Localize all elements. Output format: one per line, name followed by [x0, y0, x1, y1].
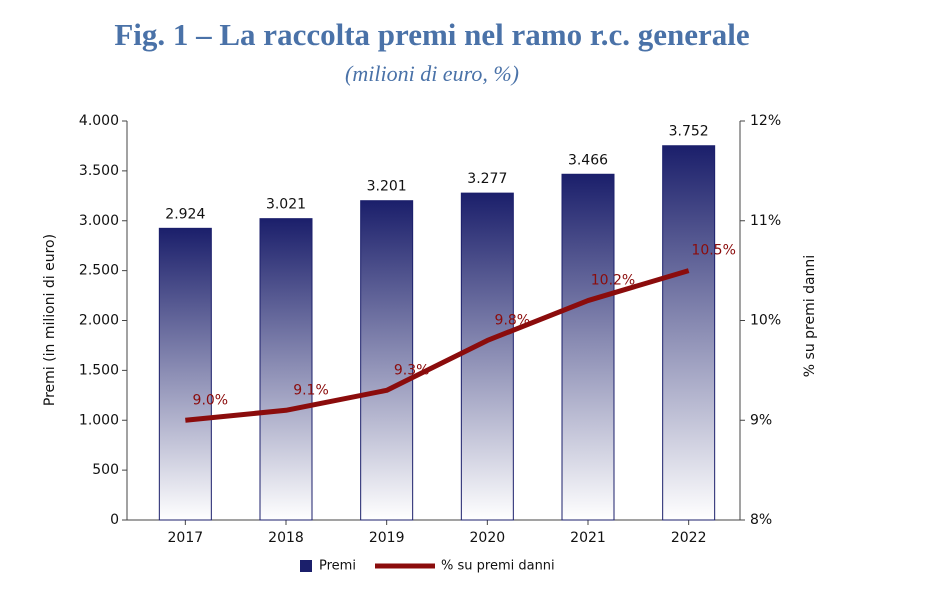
x-tick-label: 2017 — [168, 530, 204, 546]
bar — [158, 227, 212, 521]
line-value-label: 9.0% — [193, 392, 229, 408]
y-tick-label: 4.000 — [79, 113, 119, 129]
bar-value-label: 3.277 — [467, 171, 507, 187]
y-axis-title: Premi (in milioni di euro) — [42, 234, 58, 406]
y-tick-label: 1.500 — [79, 362, 119, 378]
bar-value-label: 3.201 — [367, 179, 407, 195]
y-tick-label: 0 — [110, 512, 119, 528]
legend-label: Premi — [319, 559, 356, 574]
bar-value-label: 3.466 — [568, 152, 608, 168]
bar-value-label: 3.021 — [266, 197, 306, 213]
y2-axis-title: % su premi danni — [802, 255, 818, 377]
bar — [360, 200, 414, 521]
line — [185, 268, 690, 423]
x-tick-label: 2022 — [671, 530, 707, 546]
bar-value-label: 3.752 — [669, 124, 709, 140]
y2-tick-label: 9% — [750, 412, 772, 428]
y-tick-label: 3.000 — [79, 213, 119, 229]
y2-tick-label: 12% — [750, 113, 781, 129]
legend-label: % su premi danni — [441, 559, 555, 574]
y2-tick-label: 11% — [750, 213, 781, 229]
line-value-label: 9.1% — [293, 382, 329, 398]
bar — [259, 218, 313, 521]
line-value-label: 10.5% — [691, 243, 735, 259]
y2-tick-label: 8% — [750, 512, 772, 528]
y-tick-label: 1.000 — [79, 412, 119, 428]
x-tick-label: 2019 — [369, 530, 405, 546]
x-tick-label: 2020 — [470, 530, 506, 546]
y-tick-label: 3.500 — [79, 163, 119, 179]
y-tick-label: 2.000 — [79, 313, 119, 329]
bar — [561, 173, 615, 521]
chart-subtitle: (milioni di euro, %) — [345, 61, 519, 86]
line-value-label: 9.3% — [394, 362, 430, 378]
legend-swatch — [300, 560, 312, 572]
y-tick-label: 500 — [92, 462, 119, 478]
line-value-label: 9.8% — [495, 312, 531, 328]
line-value-label: 10.2% — [591, 273, 635, 289]
y2-tick-label: 10% — [750, 313, 781, 329]
x-tick-label: 2018 — [268, 530, 304, 546]
y-tick-label: 2.500 — [79, 263, 119, 279]
bar — [662, 145, 716, 521]
bar — [460, 192, 514, 521]
bar-value-label: 2.924 — [165, 206, 205, 222]
x-tick-label: 2021 — [570, 530, 606, 546]
chart-title: Fig. 1 – La raccolta premi nel ramo r.c.… — [114, 17, 749, 52]
